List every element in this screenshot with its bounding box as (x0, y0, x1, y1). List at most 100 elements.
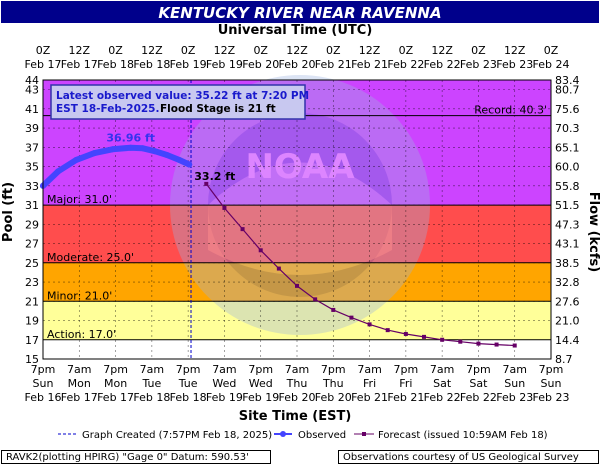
forecast-point (494, 342, 499, 347)
threshold-lines: Action: 17.0' Minor: 21.0' Moderate: 25.0'… (43, 104, 551, 341)
top-tick-time: 0Z (253, 44, 268, 57)
threshold-label-2: Moderate: 25.0' (47, 251, 134, 264)
observed-point (55, 168, 62, 175)
top-axis-title: Universal Time (UTC) (218, 23, 373, 38)
bottom-tick-time: 7am (357, 363, 381, 376)
top-tick-date: Feb 23 (496, 58, 533, 71)
top-tick-date: Feb 21 (351, 58, 388, 71)
bottom-tick-day: Thu (286, 377, 308, 390)
bottom-tick-date: Feb 22 (460, 391, 497, 404)
forecast-point (512, 343, 517, 348)
right-tick-label: 83.4 (555, 74, 580, 87)
right-axis-ticks: 8.7 14.4 21.0 27.6 32.8 38.5 43.1 47.3 51.5 55.8 6… (555, 74, 580, 366)
right-tick-label: 8.7 (555, 353, 573, 366)
bottom-tick-time: 7am (67, 363, 91, 376)
top-tick-time: 12Z (359, 44, 381, 57)
left-tick-label: 29 (25, 218, 39, 231)
forecast-point (367, 322, 372, 327)
top-tick-time: 0Z (544, 44, 559, 57)
bottom-tick-time: 7pm (176, 363, 201, 376)
bottom-tick-time: 7pm (394, 363, 419, 376)
right-tick-label: 60.0 (555, 161, 580, 174)
forecast-line (205, 183, 515, 347)
bottom-tick-time: 7pm (466, 363, 491, 376)
threshold-label-3: Major: 31.0' (47, 193, 112, 206)
bottom-tick-date: Feb 17 (61, 391, 98, 404)
right-tick-label: 27.6 (555, 295, 580, 308)
bottom-tick-time: 7pm (31, 363, 56, 376)
bottom-tick-date: Feb 16 (25, 391, 62, 404)
right-tick-label: 14.4 (555, 334, 580, 347)
top-tick-date: Feb 22 (387, 58, 424, 71)
top-tick-time: 0Z (471, 44, 486, 57)
left-tick-label: 17 (25, 334, 39, 347)
top-tick-time: 12Z (286, 44, 308, 57)
top-tick-time: 0Z (181, 44, 196, 57)
top-tick-time: 12Z (504, 44, 526, 57)
bottom-tick-date: Feb 23 (496, 391, 533, 404)
top-tick-date: Feb 19 (170, 58, 207, 71)
left-tick-label: 15 (25, 353, 39, 366)
bottom-tick-day: Mon (68, 377, 91, 390)
observed-point (151, 148, 158, 155)
forecast-point (403, 331, 408, 336)
bottom-tick-day: Wed (212, 377, 236, 390)
top-tick-time: 0Z (36, 44, 51, 57)
forecast-series (204, 181, 517, 348)
left-tick-label: 21 (25, 295, 39, 308)
forecast-point (458, 339, 463, 344)
right-tick-label: 75.6 (555, 103, 580, 116)
left-tick-label: 35 (25, 161, 39, 174)
right-tick-label: 80.7 (555, 84, 580, 97)
bottom-tick-date: Feb 21 (387, 391, 424, 404)
footer-credit: Observations courtesy of US Geological S… (338, 450, 599, 464)
band-3 (43, 205, 551, 263)
observed-point (139, 145, 146, 152)
observed-point (163, 152, 170, 159)
bottom-tick-time: 7pm (539, 363, 564, 376)
bottom-tick-day: Fri (399, 377, 412, 390)
bottom-tick-day: Mon (104, 377, 127, 390)
top-tick-date: Feb 20 (242, 58, 279, 71)
left-tick-label: 41 (25, 103, 39, 116)
bottom-tick-day: Tue (141, 377, 161, 390)
left-tick-label: 23 (25, 276, 39, 289)
observed-series (40, 144, 193, 189)
bottom-tick-day: Thu (322, 377, 344, 390)
top-tick-date: Feb 21 (315, 58, 352, 71)
legend-forecast-marker (362, 432, 366, 436)
top-tick-time: 0Z (108, 44, 123, 57)
bottom-tick-date: Feb 21 (351, 391, 388, 404)
bottom-tick-day: Sun (33, 377, 54, 390)
top-tick-date: Feb 22 (424, 58, 461, 71)
right-tick-label: 47.3 (555, 218, 580, 231)
left-tick-label: 33 (25, 180, 39, 193)
forecast-point (385, 328, 390, 333)
forecast-point (440, 337, 445, 342)
right-axis-title: Flow (kcfs) (586, 192, 600, 272)
plot-frame (42, 79, 552, 360)
forecast-point (295, 283, 299, 288)
right-tick-label: 21.0 (555, 315, 580, 328)
left-tick-label: 37 (25, 141, 39, 154)
bottom-tick-time: 7am (212, 363, 236, 376)
bottom-tick-day: Sun (541, 377, 562, 390)
forecast-point (222, 205, 227, 210)
forecast-point (313, 297, 318, 302)
latest-observation-line1: Latest observed value: 35.22 ft at 7:20 … (56, 90, 309, 102)
chart-title: KENTUCKY RIVER NEAR RAVENNA (158, 4, 441, 22)
footer-datum: RAVK2(plotting HPIRG) "Gage 0" Datum: 59… (1, 450, 271, 464)
top-tick-date: Feb 20 (279, 58, 316, 71)
left-tick-label: 19 (25, 315, 39, 328)
bottom-tick-day: Sun (504, 377, 525, 390)
chart-grid (43, 80, 551, 359)
legend-graph-created-label: Graph Created (7:57PM Feb 18, 2025) (82, 430, 272, 441)
forecast-point (258, 248, 263, 253)
flood-stage-text: Flood Stage is 21 ft (160, 103, 276, 115)
right-tick-label: 70.3 (555, 122, 580, 135)
forecast-start-label: 33.2 ft (194, 170, 235, 183)
observed-point (176, 156, 183, 163)
bottom-tick-day: Sat (469, 377, 488, 390)
